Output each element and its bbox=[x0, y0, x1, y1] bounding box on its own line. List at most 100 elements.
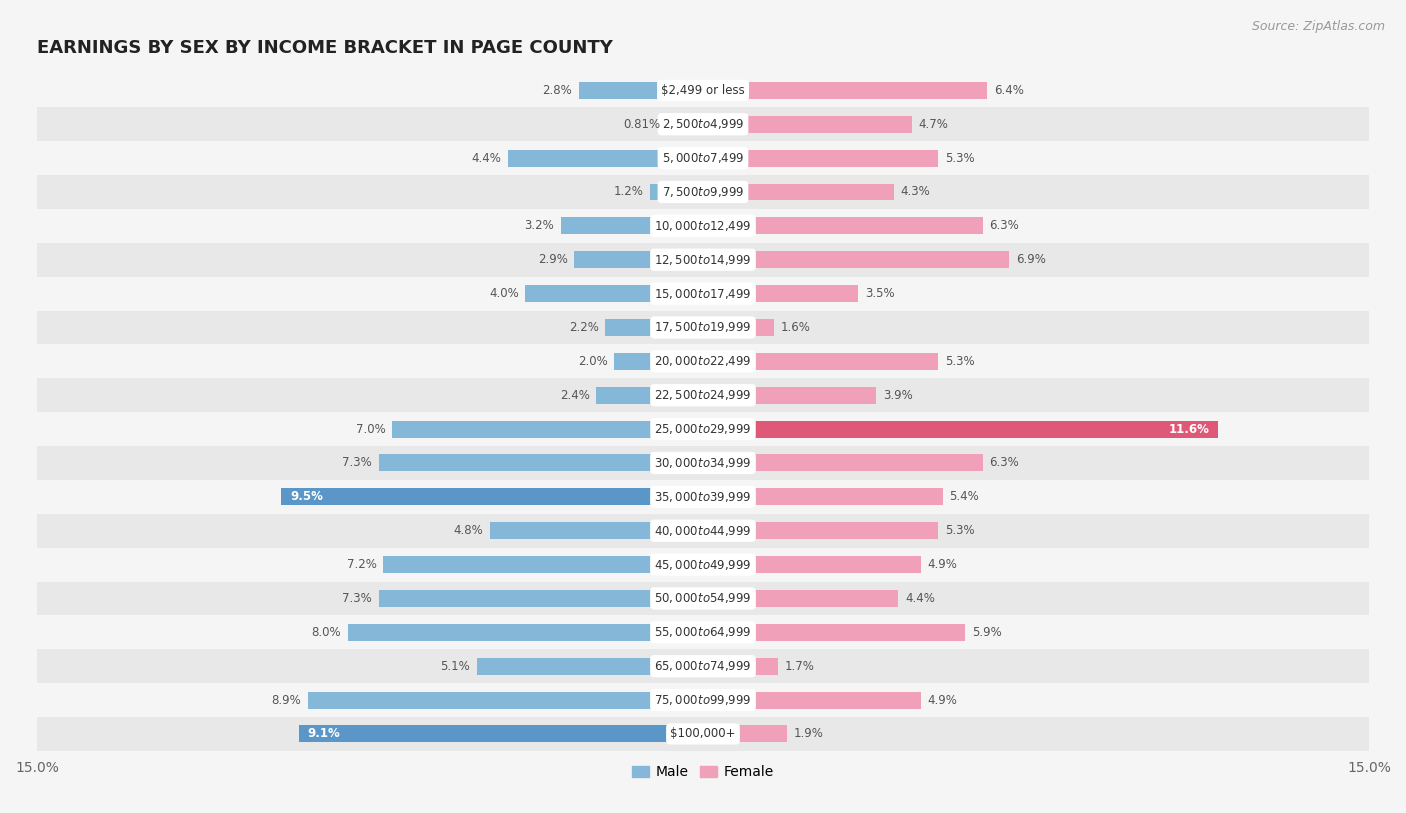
Text: 8.0%: 8.0% bbox=[312, 626, 342, 639]
Text: $50,000 to $54,999: $50,000 to $54,999 bbox=[654, 591, 752, 606]
Bar bbox=[650, 184, 703, 201]
Bar bbox=[703, 285, 859, 302]
Text: 4.8%: 4.8% bbox=[454, 524, 484, 537]
Bar bbox=[703, 556, 921, 573]
Text: EARNINGS BY SEX BY INCOME BRACKET IN PAGE COUNTY: EARNINGS BY SEX BY INCOME BRACKET IN PAG… bbox=[37, 39, 613, 58]
Text: 7.0%: 7.0% bbox=[356, 423, 385, 436]
Bar bbox=[489, 522, 703, 539]
Bar bbox=[37, 548, 1369, 581]
Text: 7.3%: 7.3% bbox=[343, 456, 373, 469]
Bar bbox=[37, 480, 1369, 514]
Text: 5.3%: 5.3% bbox=[945, 151, 974, 164]
Text: 6.4%: 6.4% bbox=[994, 84, 1024, 97]
Text: $30,000 to $34,999: $30,000 to $34,999 bbox=[654, 456, 752, 470]
Bar bbox=[37, 378, 1369, 412]
Text: $100,000+: $100,000+ bbox=[671, 728, 735, 741]
Bar bbox=[508, 150, 703, 167]
Bar bbox=[37, 717, 1369, 751]
Bar bbox=[614, 353, 703, 370]
Text: $5,000 to $7,499: $5,000 to $7,499 bbox=[662, 151, 744, 165]
Bar bbox=[703, 319, 775, 336]
Text: $75,000 to $99,999: $75,000 to $99,999 bbox=[654, 693, 752, 707]
Text: $65,000 to $74,999: $65,000 to $74,999 bbox=[654, 659, 752, 673]
Bar bbox=[579, 82, 703, 99]
Bar bbox=[384, 556, 703, 573]
Text: $25,000 to $29,999: $25,000 to $29,999 bbox=[654, 422, 752, 436]
Bar bbox=[703, 115, 911, 133]
Text: 4.0%: 4.0% bbox=[489, 287, 519, 300]
Bar bbox=[37, 514, 1369, 548]
Bar bbox=[37, 141, 1369, 175]
Text: 6.9%: 6.9% bbox=[1017, 253, 1046, 266]
Text: 5.1%: 5.1% bbox=[440, 659, 470, 672]
Bar bbox=[703, 692, 921, 708]
Bar bbox=[526, 285, 703, 302]
Text: 5.9%: 5.9% bbox=[972, 626, 1001, 639]
Bar bbox=[703, 353, 938, 370]
Text: 3.2%: 3.2% bbox=[524, 220, 554, 233]
Bar bbox=[703, 624, 965, 641]
Text: 8.9%: 8.9% bbox=[271, 693, 301, 706]
Text: $17,500 to $19,999: $17,500 to $19,999 bbox=[654, 320, 752, 334]
Bar bbox=[666, 115, 703, 133]
Text: $40,000 to $44,999: $40,000 to $44,999 bbox=[654, 524, 752, 537]
Text: $10,000 to $12,499: $10,000 to $12,499 bbox=[654, 219, 752, 233]
Bar bbox=[37, 175, 1369, 209]
Text: 2.4%: 2.4% bbox=[560, 389, 589, 402]
Bar bbox=[308, 692, 703, 708]
Bar bbox=[37, 683, 1369, 717]
Bar bbox=[703, 387, 876, 404]
Text: $12,500 to $14,999: $12,500 to $14,999 bbox=[654, 253, 752, 267]
Bar bbox=[37, 311, 1369, 345]
Bar bbox=[37, 276, 1369, 311]
Text: $7,500 to $9,999: $7,500 to $9,999 bbox=[662, 185, 744, 199]
Text: $15,000 to $17,499: $15,000 to $17,499 bbox=[654, 287, 752, 301]
Text: 5.3%: 5.3% bbox=[945, 354, 974, 367]
Bar bbox=[703, 82, 987, 99]
Bar bbox=[378, 454, 703, 472]
Bar bbox=[477, 658, 703, 675]
Text: 4.4%: 4.4% bbox=[471, 151, 501, 164]
Bar bbox=[703, 420, 1218, 437]
Bar bbox=[378, 590, 703, 607]
Legend: Male, Female: Male, Female bbox=[627, 760, 779, 785]
Text: $20,000 to $22,499: $20,000 to $22,499 bbox=[654, 354, 752, 368]
Text: $55,000 to $64,999: $55,000 to $64,999 bbox=[654, 625, 752, 639]
Text: Source: ZipAtlas.com: Source: ZipAtlas.com bbox=[1251, 20, 1385, 33]
Bar bbox=[37, 73, 1369, 107]
Text: 3.5%: 3.5% bbox=[865, 287, 894, 300]
Text: 5.3%: 5.3% bbox=[945, 524, 974, 537]
Bar bbox=[37, 446, 1369, 480]
Bar bbox=[703, 454, 983, 472]
Text: 2.0%: 2.0% bbox=[578, 354, 607, 367]
Text: $2,499 or less: $2,499 or less bbox=[661, 84, 745, 97]
Text: 1.7%: 1.7% bbox=[785, 659, 815, 672]
Bar bbox=[299, 725, 703, 742]
Bar bbox=[703, 150, 938, 167]
Bar bbox=[703, 658, 779, 675]
Text: 9.5%: 9.5% bbox=[290, 490, 323, 503]
Text: $2,500 to $4,999: $2,500 to $4,999 bbox=[662, 117, 744, 131]
Bar bbox=[37, 243, 1369, 276]
Text: 1.9%: 1.9% bbox=[794, 728, 824, 741]
Bar bbox=[37, 412, 1369, 446]
Text: 6.3%: 6.3% bbox=[990, 456, 1019, 469]
Text: 7.3%: 7.3% bbox=[343, 592, 373, 605]
Bar bbox=[561, 217, 703, 234]
Bar bbox=[347, 624, 703, 641]
Bar bbox=[703, 522, 938, 539]
Bar bbox=[703, 590, 898, 607]
Bar bbox=[703, 251, 1010, 268]
Bar bbox=[606, 319, 703, 336]
Text: 9.1%: 9.1% bbox=[308, 728, 340, 741]
Text: 4.4%: 4.4% bbox=[905, 592, 935, 605]
Bar bbox=[281, 489, 703, 506]
Bar bbox=[37, 345, 1369, 378]
Bar bbox=[703, 725, 787, 742]
Bar bbox=[574, 251, 703, 268]
Text: 3.9%: 3.9% bbox=[883, 389, 912, 402]
Text: 2.9%: 2.9% bbox=[537, 253, 568, 266]
Text: 5.4%: 5.4% bbox=[949, 490, 979, 503]
Text: 1.2%: 1.2% bbox=[613, 185, 643, 198]
Text: 4.9%: 4.9% bbox=[927, 693, 957, 706]
